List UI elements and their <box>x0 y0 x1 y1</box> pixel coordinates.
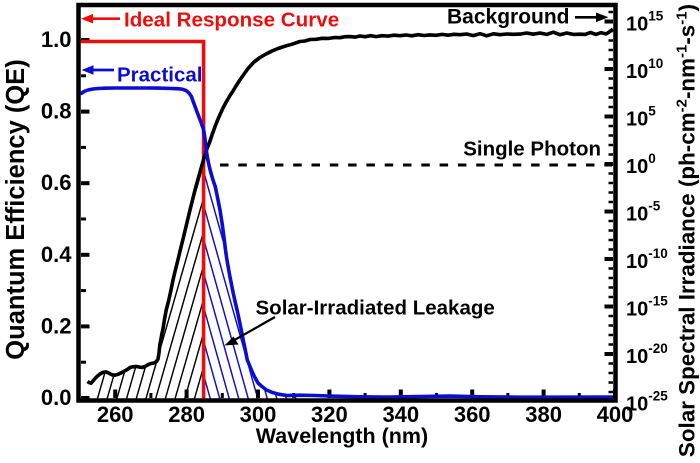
svg-text:360: 360 <box>454 402 491 427</box>
svg-text:Quantum Efficiency (QE): Quantum Efficiency (QE) <box>2 59 30 359</box>
svg-text:0.0: 0.0 <box>41 385 72 410</box>
svg-text:400: 400 <box>597 402 634 427</box>
svg-text:0.4: 0.4 <box>41 242 72 267</box>
svg-text:Practical: Practical <box>117 64 202 87</box>
svg-text:1.0: 1.0 <box>41 27 72 52</box>
svg-text:Ideal Response Curve: Ideal Response Curve <box>124 8 339 31</box>
svg-text:1010: 1010 <box>626 56 663 83</box>
svg-text:0.8: 0.8 <box>41 99 72 124</box>
svg-text:Solar Spectral Irradiance (ph: Solar Spectral Irradiance (ph-cm-2-nm-1-… <box>674 4 700 457</box>
svg-text:0.2: 0.2 <box>41 313 72 338</box>
svg-text:320: 320 <box>311 402 348 427</box>
svg-text:260: 260 <box>97 402 134 427</box>
svg-text:0.6: 0.6 <box>41 170 72 195</box>
svg-text:Background: Background <box>447 6 570 29</box>
svg-text:300: 300 <box>240 402 277 427</box>
svg-text:Wavelength (nm): Wavelength (nm) <box>256 424 428 448</box>
svg-text:380: 380 <box>525 402 562 427</box>
svg-text:10-10: 10-10 <box>626 246 668 273</box>
svg-text:280: 280 <box>168 402 205 427</box>
svg-text:340: 340 <box>382 402 419 427</box>
svg-text:Solar-Irradiated Leakage: Solar-Irradiated Leakage <box>256 297 495 320</box>
svg-text:Single Photon: Single Photon <box>463 138 601 161</box>
